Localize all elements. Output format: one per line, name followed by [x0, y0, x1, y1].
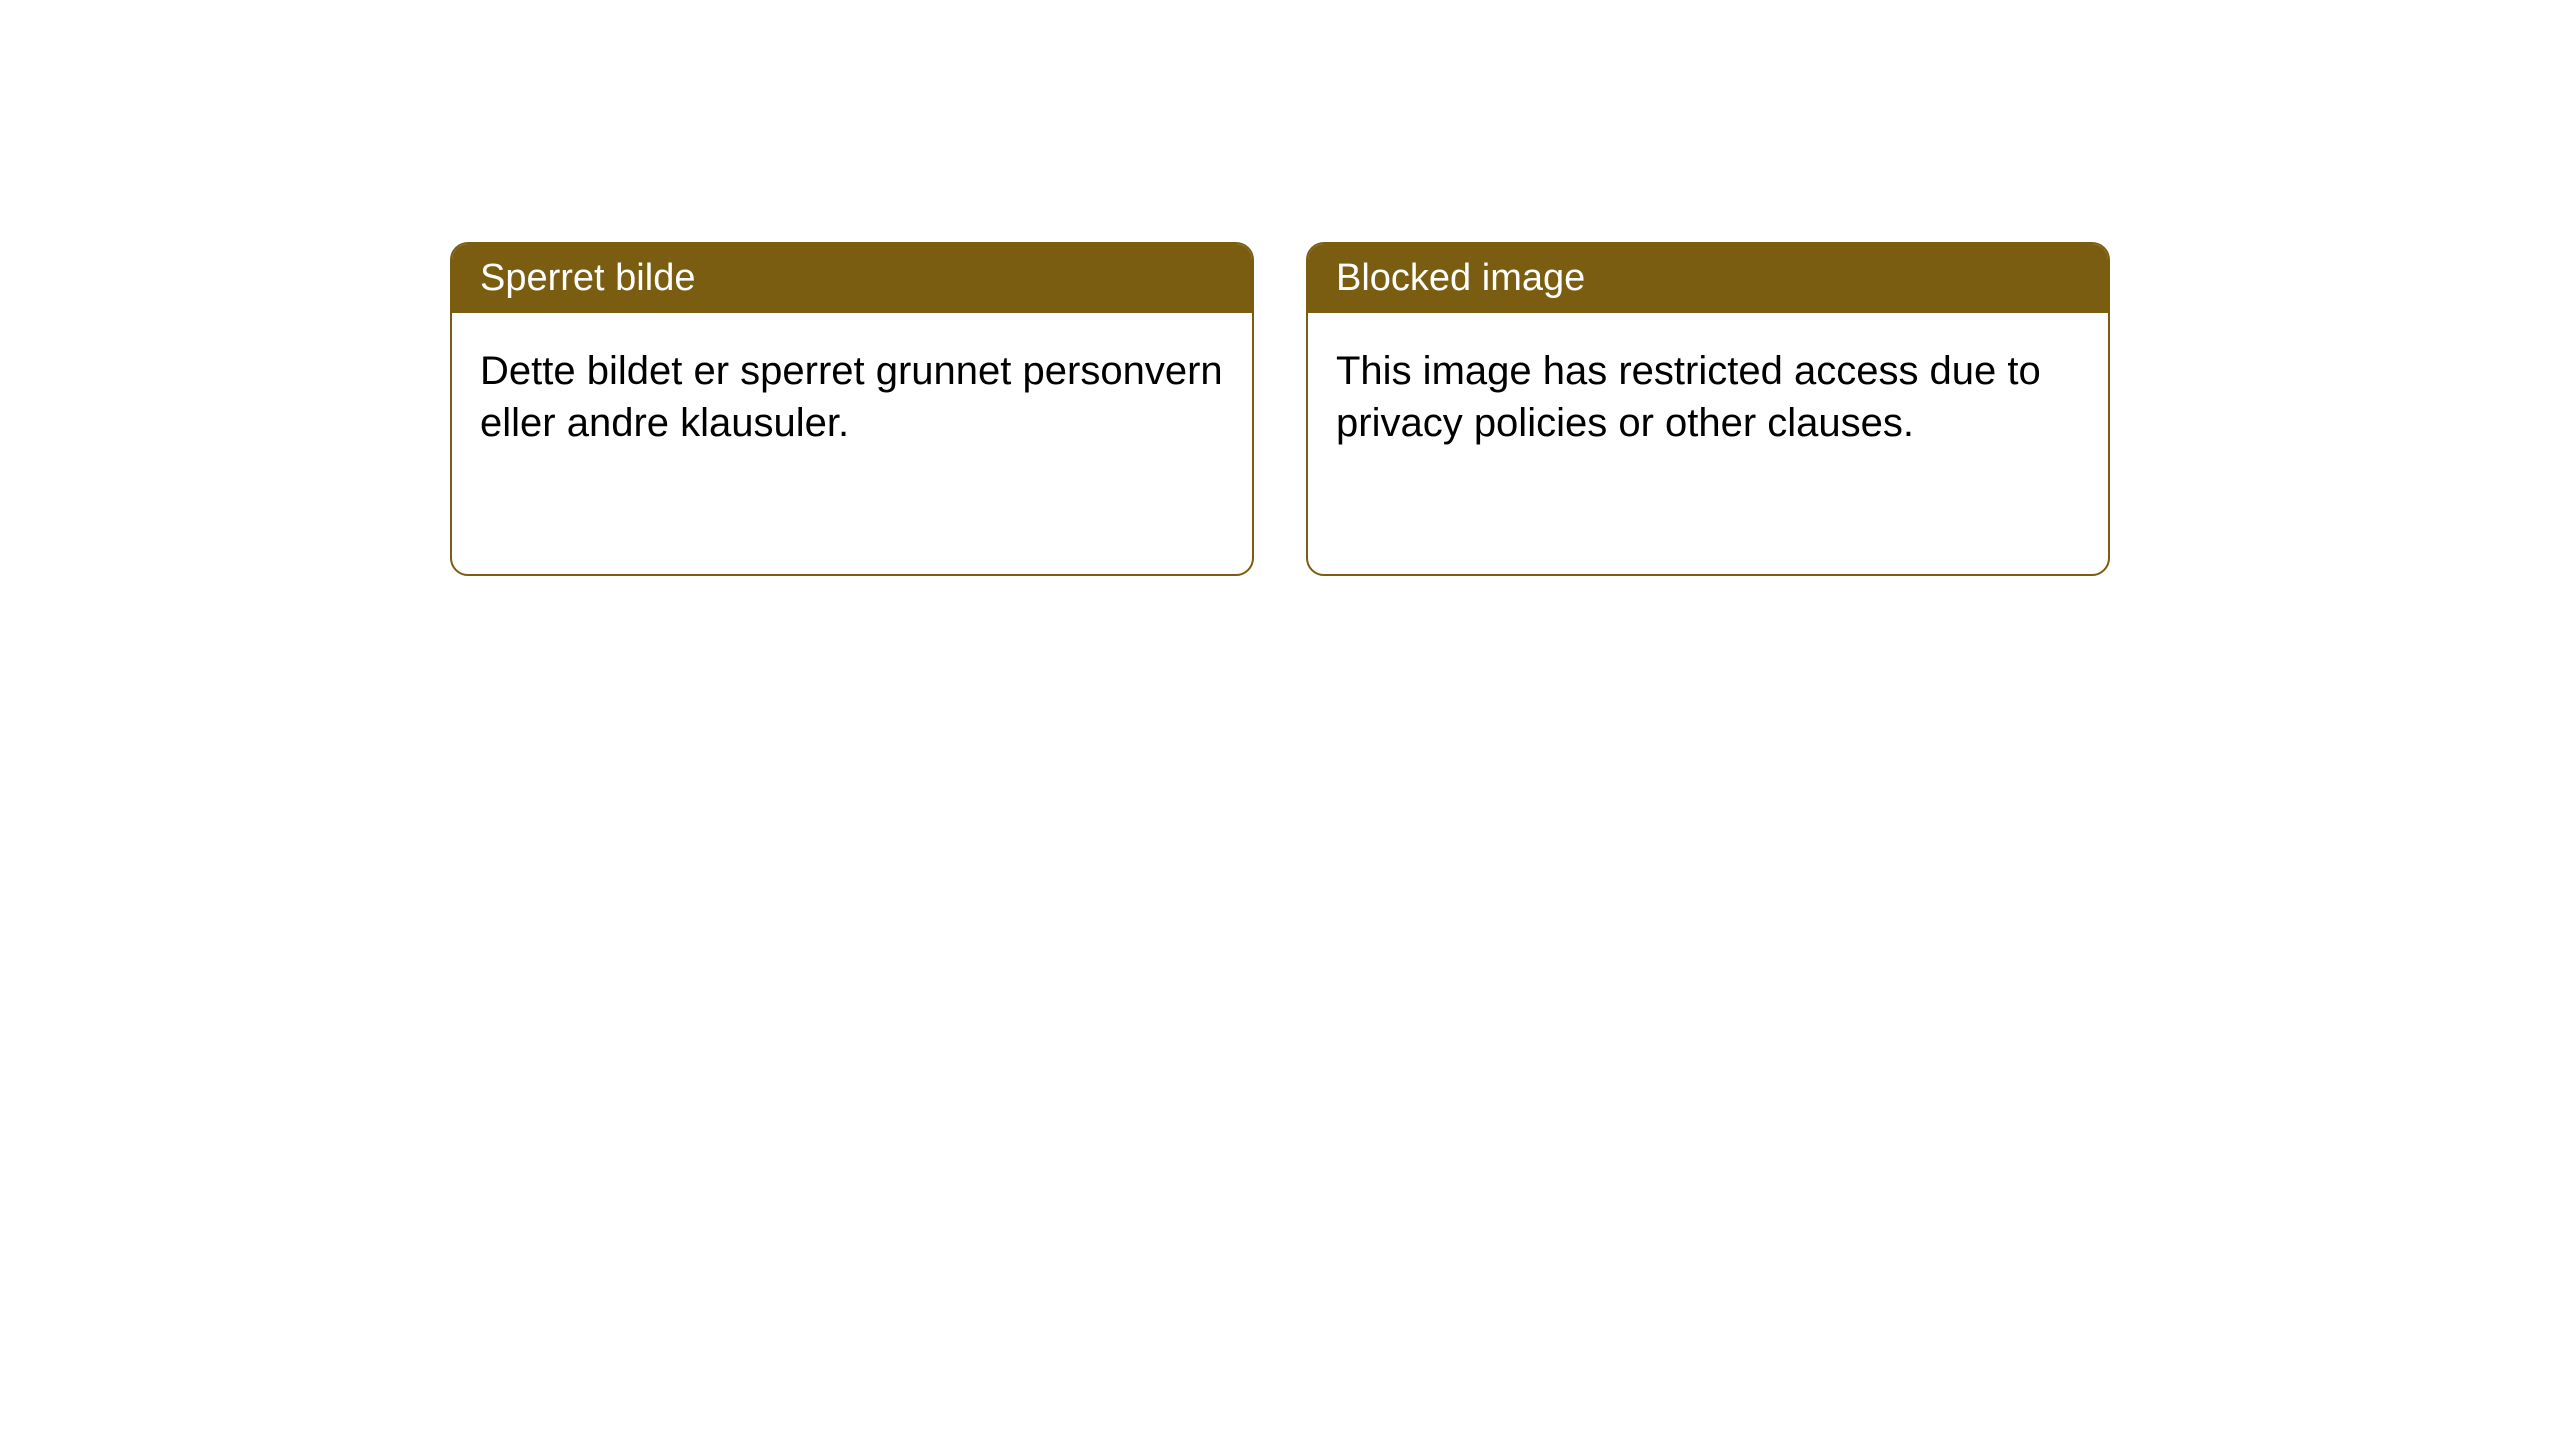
card-body: Dette bildet er sperret grunnet personve… [452, 313, 1252, 481]
card-body: This image has restricted access due to … [1308, 313, 2108, 481]
notice-container: Sperret bilde Dette bildet er sperret gr… [450, 242, 2110, 576]
card-body-text: This image has restricted access due to … [1336, 349, 2041, 445]
card-header: Blocked image [1308, 244, 2108, 313]
card-header: Sperret bilde [452, 244, 1252, 313]
notice-card-english: Blocked image This image has restricted … [1306, 242, 2110, 576]
card-title: Blocked image [1336, 257, 1585, 299]
card-title: Sperret bilde [480, 257, 695, 299]
notice-card-norwegian: Sperret bilde Dette bildet er sperret gr… [450, 242, 1254, 576]
card-body-text: Dette bildet er sperret grunnet personve… [480, 349, 1223, 445]
